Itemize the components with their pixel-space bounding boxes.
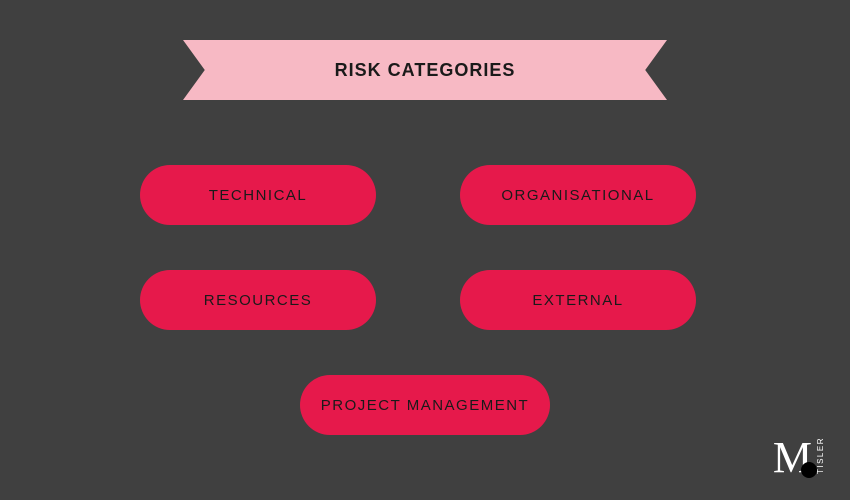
category-label: RESOURCES [204, 292, 313, 309]
category-pill-project-management: PROJECT MANAGEMENT [300, 375, 550, 435]
brand-logo: M TISLER [773, 436, 825, 480]
category-label: PROJECT MANAGEMENT [321, 397, 529, 414]
title-text: RISK CATEGORIES [335, 60, 516, 81]
category-label: ORGANISATIONAL [501, 187, 654, 204]
logo-dot-icon [801, 462, 817, 478]
category-pill-organisational: ORGANISATIONAL [460, 165, 696, 225]
category-pill-technical: TECHNICAL [140, 165, 376, 225]
category-pill-resources: RESOURCES [140, 270, 376, 330]
category-pill-external: EXTERNAL [460, 270, 696, 330]
category-label: TECHNICAL [209, 187, 308, 204]
logo-subtext: TISLER [816, 437, 825, 474]
title-banner: RISK CATEGORIES [183, 40, 667, 100]
category-label: EXTERNAL [532, 292, 623, 309]
